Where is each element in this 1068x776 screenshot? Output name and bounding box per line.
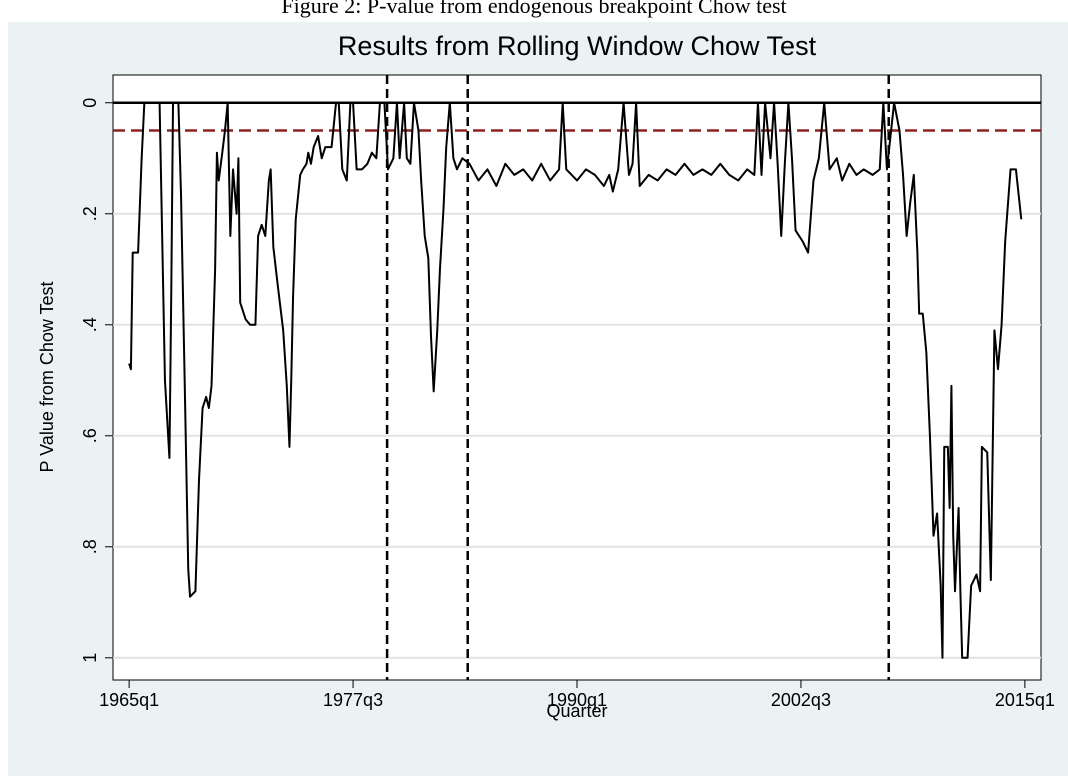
data-line [128,101,1023,659]
x-axis-label: Quarter [546,701,607,721]
x-tick-label: 2002q3 [771,690,831,710]
x-tick-label: 1977q3 [323,690,383,710]
figure-caption: Figure 2: P-value from endogenous breakp… [281,0,786,18]
chart-title: Results from Rolling Window Chow Test [338,31,817,61]
x-tick-label: 2015q1 [995,690,1055,710]
y-tick-label: .8 [80,539,100,554]
x-tick-label: 1990q1 [547,690,607,710]
y-tick-label: .6 [80,428,100,443]
y-tick-label: .2 [80,206,100,221]
x-tick-label: 1965q1 [99,690,159,710]
plot-area [112,74,1042,681]
y-tick-label: 1 [80,653,100,663]
y-axis-label: P Value from Chow Test [37,281,57,472]
y-tick-label: 0 [80,98,100,108]
y-tick-label: .4 [80,317,100,332]
